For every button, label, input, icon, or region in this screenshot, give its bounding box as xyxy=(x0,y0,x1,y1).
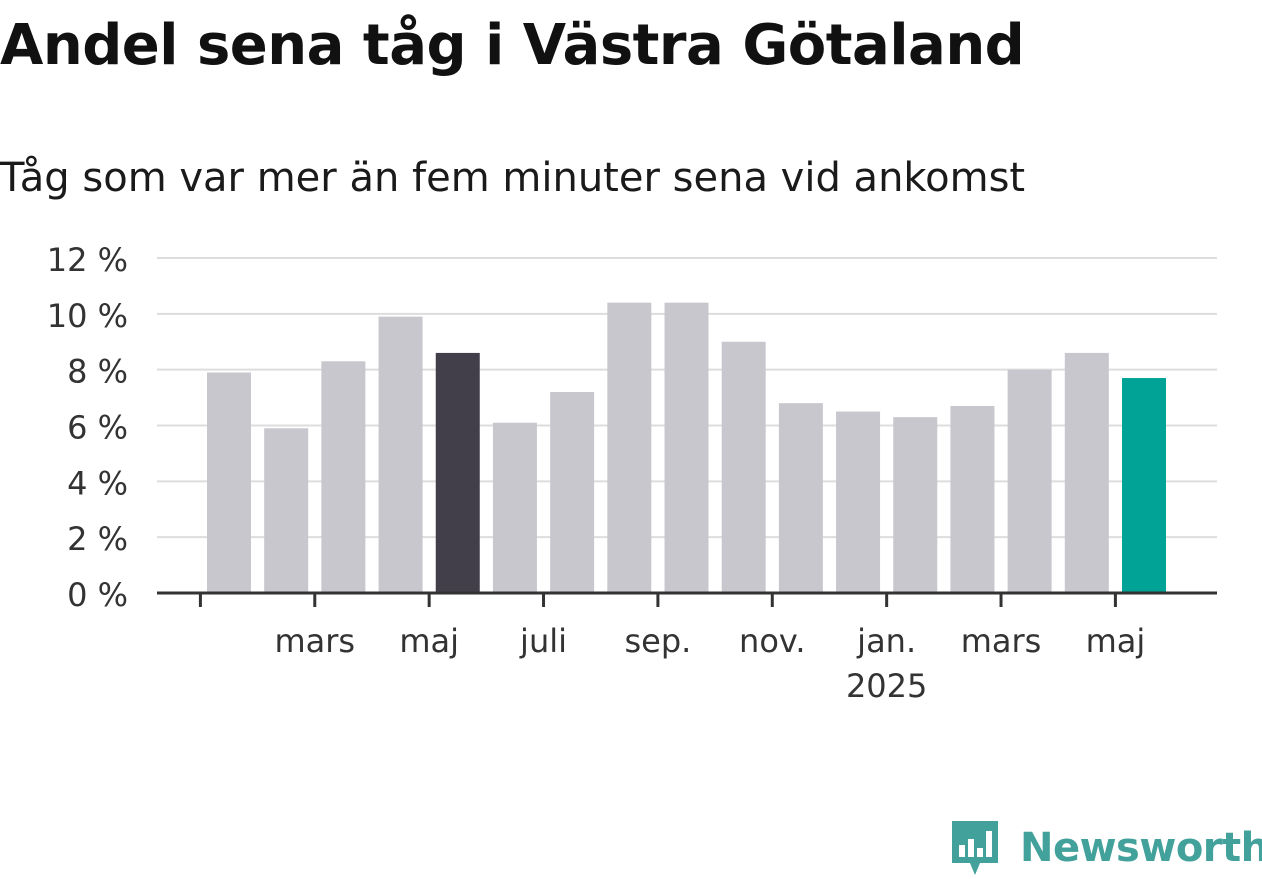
bar xyxy=(264,428,309,593)
y-tick-label: 6 % xyxy=(67,409,128,447)
brand-logo: Newsworthy xyxy=(950,818,1262,878)
bar xyxy=(378,316,423,593)
y-tick-label: 0 % xyxy=(67,576,128,614)
x-tick-label: jan. xyxy=(856,622,916,660)
x-tick-label: sep. xyxy=(624,622,691,660)
bar xyxy=(836,411,881,593)
bar xyxy=(435,352,480,593)
brand-name: Newsworthy xyxy=(1020,825,1262,871)
y-tick-label: 10 % xyxy=(47,297,128,335)
x-tick-label: maj xyxy=(1086,622,1146,660)
bar xyxy=(1064,352,1109,593)
x-tick-label: mars xyxy=(274,622,355,660)
bar xyxy=(492,422,537,593)
bar xyxy=(778,403,823,593)
x-tick-year-label: 2025 xyxy=(846,667,927,705)
bar xyxy=(721,341,766,593)
bar xyxy=(664,302,709,593)
x-tick-label: juli xyxy=(519,622,567,660)
y-tick-label: 12 % xyxy=(47,241,128,279)
bar xyxy=(1122,378,1166,593)
bar xyxy=(207,372,251,593)
newsworthy-bar-chart-icon xyxy=(952,821,998,875)
bar xyxy=(607,302,652,593)
bars xyxy=(207,302,1166,593)
x-tick-label: maj xyxy=(399,622,459,660)
y-tick-label: 2 % xyxy=(67,520,128,558)
x-axis xyxy=(157,591,1217,607)
chart-title: Andel sena tåg i Västra Götaland xyxy=(0,13,1025,78)
bar xyxy=(950,405,995,593)
bar xyxy=(893,417,938,593)
bar xyxy=(321,361,366,593)
chart-subtitle: Tåg som var mer än fem minuter sena vid … xyxy=(0,155,1026,201)
x-tick-label: mars xyxy=(961,622,1042,660)
y-tick-label: 4 % xyxy=(67,464,128,502)
bar xyxy=(550,392,595,593)
y-axis-tick-labels: 0 % 2 % 4 % 6 % 8 % 10 % 12 % xyxy=(47,241,128,614)
x-axis-tick-labels: mars maj juli sep. nov. jan. 2025 mars maj xyxy=(274,622,1145,705)
y-tick-label: 8 % xyxy=(67,353,128,391)
x-tick-label: nov. xyxy=(739,622,805,660)
bar xyxy=(1007,369,1052,593)
